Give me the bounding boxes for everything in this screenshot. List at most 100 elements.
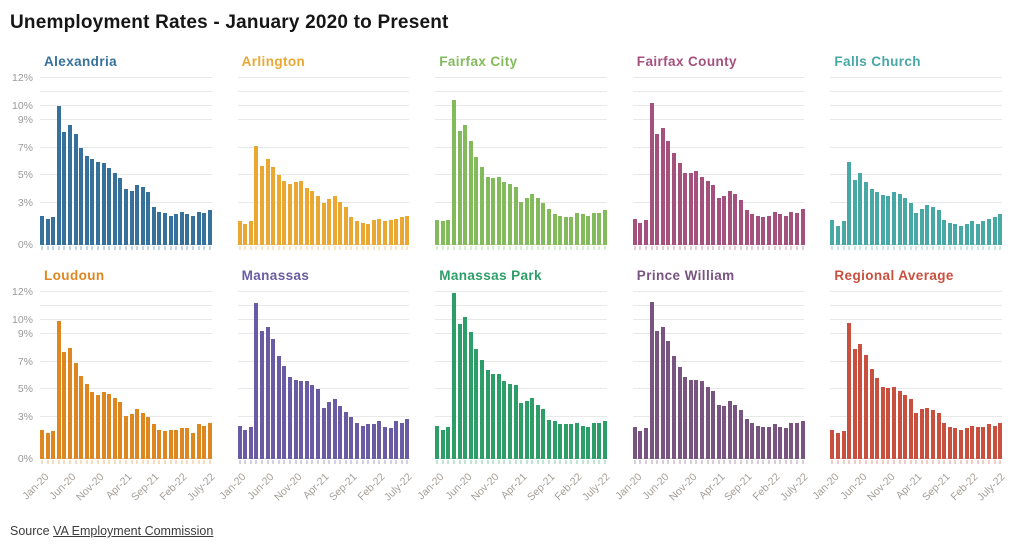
source-link[interactable]: VA Employment Commission [53, 524, 214, 538]
bar[interactable] [778, 214, 783, 245]
bar[interactable] [903, 197, 908, 245]
bar[interactable] [140, 186, 145, 245]
bar[interactable] [936, 413, 941, 459]
bar[interactable] [953, 224, 958, 245]
bar[interactable] [688, 379, 693, 459]
bar[interactable] [649, 301, 654, 459]
bar[interactable] [287, 183, 292, 245]
bar[interactable] [744, 210, 749, 245]
bar[interactable] [265, 326, 270, 459]
bar[interactable] [908, 203, 913, 245]
bar[interactable] [67, 347, 72, 459]
bar[interactable] [123, 189, 128, 245]
bar[interactable] [254, 146, 259, 245]
bar[interactable] [931, 207, 936, 245]
bar[interactable] [800, 208, 805, 245]
bar[interactable] [755, 215, 760, 245]
bar[interactable] [491, 374, 496, 459]
bar[interactable] [332, 196, 337, 245]
bar[interactable] [886, 196, 891, 245]
bar[interactable] [886, 388, 891, 459]
bar[interactable] [903, 394, 908, 459]
bar[interactable] [727, 400, 732, 459]
bar[interactable] [632, 427, 637, 459]
bar[interactable] [271, 339, 276, 459]
bar[interactable] [95, 394, 100, 459]
bar[interactable] [45, 432, 50, 459]
bar[interactable] [90, 158, 95, 245]
bar[interactable] [638, 431, 643, 459]
bar[interactable] [282, 365, 287, 459]
bar[interactable] [767, 427, 772, 459]
bar[interactable] [174, 214, 179, 245]
bar[interactable] [875, 192, 880, 245]
bar[interactable] [891, 192, 896, 245]
bar[interactable] [739, 410, 744, 459]
bar[interactable] [179, 428, 184, 459]
bar[interactable] [586, 215, 591, 245]
bar[interactable] [869, 368, 874, 459]
bar[interactable] [987, 218, 992, 245]
bar[interactable] [541, 408, 546, 459]
bar[interactable] [750, 422, 755, 459]
bar[interactable] [507, 183, 512, 245]
bar[interactable] [632, 218, 637, 245]
bar[interactable] [586, 427, 591, 459]
bar[interactable] [73, 133, 78, 245]
bar[interactable] [90, 392, 95, 459]
bar[interactable] [502, 182, 507, 245]
bar[interactable] [925, 407, 930, 459]
bar[interactable] [468, 332, 473, 459]
bar[interactable] [243, 429, 248, 459]
bar[interactable] [338, 201, 343, 245]
bar[interactable] [975, 427, 980, 459]
bar[interactable] [310, 385, 315, 459]
bar[interactable] [942, 219, 947, 245]
bar[interactable] [981, 221, 986, 245]
bar[interactable] [694, 379, 699, 459]
bar[interactable] [727, 190, 732, 245]
bar[interactable] [101, 162, 106, 245]
bar[interactable] [191, 432, 196, 459]
bar[interactable] [936, 210, 941, 245]
bar[interactable] [953, 428, 958, 459]
bar[interactable] [185, 428, 190, 459]
bar[interactable] [603, 421, 607, 459]
bar[interactable] [761, 427, 766, 459]
bar[interactable] [265, 158, 270, 245]
bar[interactable] [332, 399, 337, 459]
bar[interactable] [852, 179, 857, 245]
bar[interactable] [355, 422, 360, 459]
bar[interactable] [535, 197, 540, 245]
bar[interactable] [563, 424, 568, 459]
bar[interactable] [847, 322, 852, 459]
bar[interactable] [435, 425, 440, 459]
bar[interactable] [970, 221, 975, 245]
bar[interactable] [947, 427, 952, 459]
bar[interactable] [315, 389, 320, 459]
bar[interactable] [202, 425, 207, 459]
bar[interactable] [671, 153, 676, 245]
bar[interactable] [463, 317, 468, 459]
bar[interactable] [394, 218, 399, 245]
bar[interactable] [196, 424, 201, 459]
bar[interactable] [643, 219, 648, 245]
bar[interactable] [174, 429, 179, 459]
bar[interactable] [722, 406, 727, 459]
bar[interactable] [547, 420, 552, 459]
bar[interactable] [778, 427, 783, 459]
bar[interactable] [299, 381, 304, 459]
bar[interactable] [683, 376, 688, 459]
bar[interactable] [998, 214, 1003, 245]
bar[interactable] [79, 147, 84, 245]
bar[interactable] [931, 410, 936, 459]
bar[interactable] [383, 427, 388, 459]
bar[interactable] [649, 103, 654, 245]
bar[interactable] [800, 421, 805, 459]
bar[interactable] [338, 406, 343, 459]
bar[interactable] [168, 215, 173, 245]
bar[interactable] [699, 381, 704, 459]
bar[interactable] [580, 214, 585, 245]
bar[interactable] [666, 140, 671, 245]
bar[interactable] [705, 386, 710, 459]
